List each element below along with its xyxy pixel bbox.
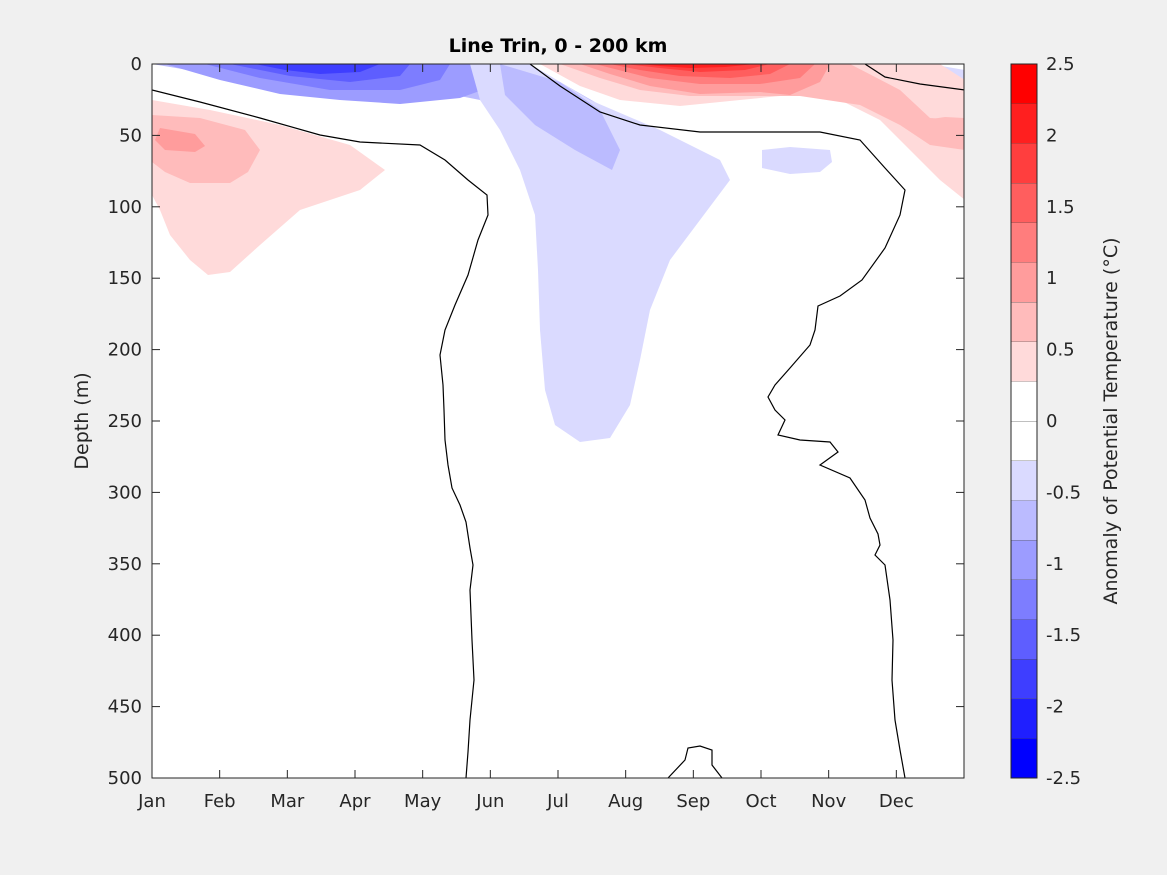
x-tick-label: Apr xyxy=(339,791,371,812)
colorbar-swatch xyxy=(1011,222,1037,263)
colorbar-swatch xyxy=(1011,302,1037,342)
contour-cold-tongue xyxy=(470,64,730,442)
colorbar-tick-label: 1.5 xyxy=(1046,197,1075,218)
y-tick-label: 350 xyxy=(108,554,142,575)
colorbar-tick-label: 0.5 xyxy=(1046,340,1075,361)
colorbar-swatch xyxy=(1011,64,1037,104)
zero-contour-jun-dec xyxy=(529,64,906,778)
contour-cold-tongue-inner xyxy=(500,64,620,170)
y-tick-label: 250 xyxy=(108,411,142,432)
y-tick-label: 300 xyxy=(108,482,142,503)
contour-warm-patch-dec xyxy=(925,117,964,150)
colorbar-swatch xyxy=(1011,579,1037,620)
colorbar-swatch xyxy=(1011,183,1037,223)
colorbar-tick-label: 1 xyxy=(1046,268,1057,289)
colorbar-swatch xyxy=(1011,341,1037,382)
zero-contour-upper xyxy=(152,89,489,778)
contour-cold-core xyxy=(255,64,380,74)
y-axis-label: Depth (m) xyxy=(71,372,93,469)
y-axis: 0 50 100 150 200 250 300 350 400 450 500 xyxy=(108,54,964,789)
x-tick-label: Sep xyxy=(676,791,710,812)
colorbar-swatch xyxy=(1011,262,1037,302)
x-tick-label: Jun xyxy=(475,791,504,812)
y-tick-label: 400 xyxy=(108,625,142,646)
colorbar-swatch xyxy=(1011,738,1037,778)
x-tick-label: Feb xyxy=(204,791,236,812)
y-tick-label: 500 xyxy=(108,768,142,789)
colorbar-tick-label: -1.5 xyxy=(1046,625,1081,646)
contour-cold-patch-oct xyxy=(762,147,832,174)
colorbar-tick-label: -2 xyxy=(1046,697,1064,718)
x-tick-label: Jan xyxy=(137,791,166,812)
colorbar-swatch xyxy=(1011,460,1037,501)
y-tick-label: 50 xyxy=(119,125,142,146)
colorbar-tick-label: 2 xyxy=(1046,125,1057,146)
colorbar-swatch xyxy=(1011,659,1037,699)
x-tick-label: Aug xyxy=(608,791,643,812)
y-tick-label: 200 xyxy=(108,340,142,361)
colorbar: 2.5 2 1.5 1 0.5 0 -0.5 -1 -1.5 -2 -2.5 xyxy=(1010,54,1081,789)
colorbar-swatch xyxy=(1011,143,1037,183)
zero-contour-sep-bottom xyxy=(667,745,723,778)
colorbar-tick-label: -2.5 xyxy=(1046,768,1081,789)
y-tick-label: 100 xyxy=(108,197,142,218)
colorbar-tick-label: 2.5 xyxy=(1046,54,1075,75)
y-tick-label: 450 xyxy=(108,697,142,718)
colorbar-swatch xyxy=(1011,381,1037,421)
colorbar-label: Anomaly of Potential Temperature (°C) xyxy=(1100,238,1122,605)
contour-warm-core xyxy=(640,64,755,68)
x-tick-label: Dec xyxy=(879,791,914,812)
x-tick-label: Mar xyxy=(270,791,305,812)
colorbar-tick-label: -1 xyxy=(1046,554,1064,575)
zero-contours xyxy=(152,64,964,778)
contour-warm-subsurface-core xyxy=(155,128,205,152)
x-tick-label: Oct xyxy=(745,791,776,812)
y-tick-label: 0 xyxy=(131,54,142,75)
colorbar-tick-label: 0 xyxy=(1046,411,1057,432)
x-tick-label: Nov xyxy=(811,791,846,812)
colorbar-swatch xyxy=(1011,421,1037,461)
contour-fills xyxy=(152,64,964,442)
x-tick-label: Jul xyxy=(546,791,569,812)
colorbar-swatch xyxy=(1011,500,1037,540)
colorbar-swatch xyxy=(1011,540,1037,580)
colorbar-frame xyxy=(1010,63,1038,779)
x-axis: Jan Feb Mar Apr May Jun Jul Aug Sep Oct Nov Dec xyxy=(137,64,914,812)
y-tick-label: 150 xyxy=(108,268,142,289)
colorbar-swatch xyxy=(1011,698,1037,739)
chart-title: Line Trin, 0 - 200 km xyxy=(449,35,668,57)
zero-contour-right-top xyxy=(864,64,964,91)
x-tick-label: May xyxy=(404,791,442,812)
colorbar-swatch xyxy=(1011,619,1037,659)
colorbar-swatch xyxy=(1011,103,1037,144)
colorbar-tick-label: -0.5 xyxy=(1046,482,1081,503)
